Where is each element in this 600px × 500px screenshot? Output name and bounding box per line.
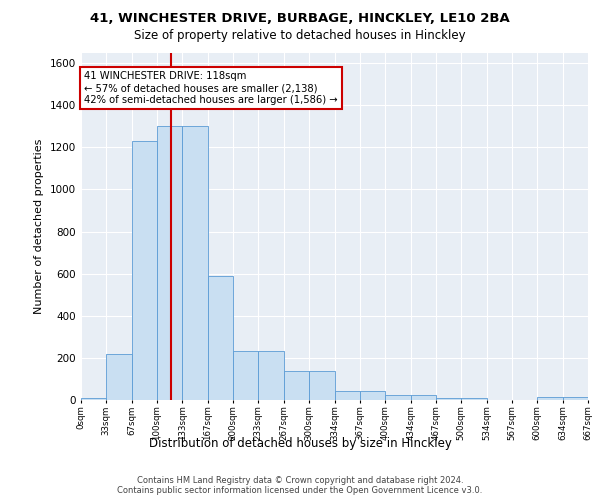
Bar [132, 141, 157, 400]
Bar [335, 390, 360, 400]
Text: 41 WINCHESTER DRIVE: 118sqm
← 57% of detached houses are smaller (2,138)
42% of : 41 WINCHESTER DRIVE: 118sqm ← 57% of det… [84, 72, 338, 104]
Bar [436, 398, 461, 400]
Bar [258, 350, 284, 400]
Bar [284, 370, 309, 400]
Text: 41, WINCHESTER DRIVE, BURBAGE, HINCKLEY, LE10 2BA: 41, WINCHESTER DRIVE, BURBAGE, HINCKLEY,… [90, 12, 510, 26]
Bar [208, 276, 233, 400]
Bar [233, 350, 258, 400]
Bar [157, 126, 182, 400]
Text: Distribution of detached houses by size in Hinckley: Distribution of detached houses by size … [149, 438, 451, 450]
Bar [106, 354, 132, 400]
Text: Contains HM Land Registry data © Crown copyright and database right 2024.
Contai: Contains HM Land Registry data © Crown c… [118, 476, 482, 496]
Bar [563, 397, 588, 400]
Y-axis label: Number of detached properties: Number of detached properties [34, 138, 44, 314]
Bar [385, 394, 411, 400]
Bar [537, 397, 563, 400]
Bar [81, 398, 106, 400]
Text: Size of property relative to detached houses in Hinckley: Size of property relative to detached ho… [134, 29, 466, 42]
Bar [411, 394, 436, 400]
Bar [182, 126, 208, 400]
Bar [309, 370, 335, 400]
Bar [360, 390, 385, 400]
Bar [461, 398, 487, 400]
